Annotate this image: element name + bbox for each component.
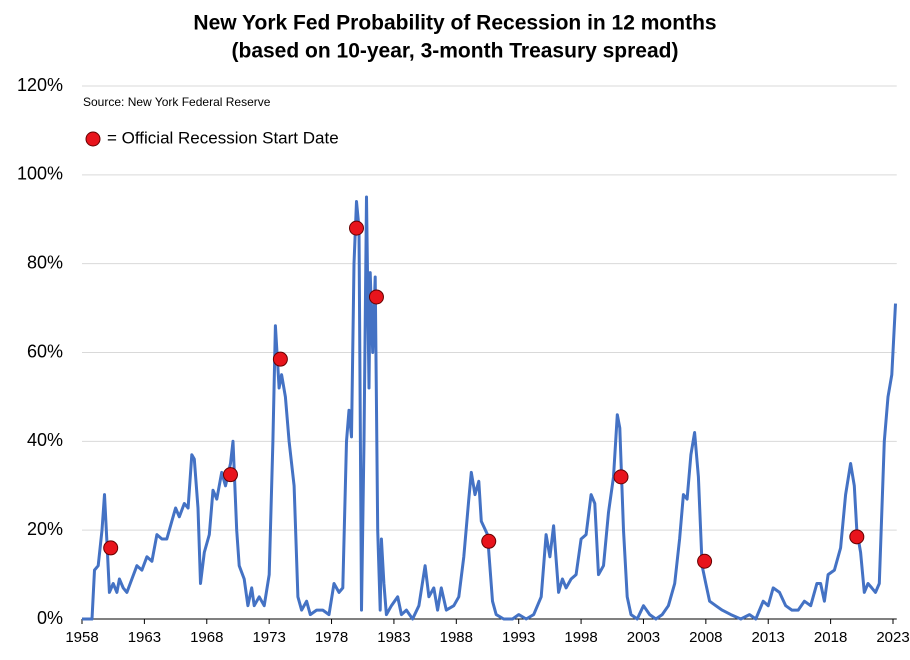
y-tick-label: 20%: [27, 519, 63, 539]
x-tick-label: 2018: [814, 629, 847, 646]
recession-marker: [849, 529, 865, 545]
y-tick-label: 100%: [17, 164, 63, 184]
y-tick-label: 40%: [27, 430, 63, 450]
x-tick-label: 1988: [440, 629, 473, 646]
x-tick-label: 2008: [689, 629, 722, 646]
recession-marker: [368, 289, 384, 305]
legend-label: = Official Recession Start Date: [107, 128, 339, 147]
recession-marker: [697, 553, 713, 569]
x-tick-label: 2023: [876, 629, 909, 646]
legend-marker: [85, 131, 101, 147]
source-note: Source: New York Federal Reserve: [83, 95, 271, 109]
x-tick-label: 1973: [252, 629, 285, 646]
x-tick-label: 1983: [377, 629, 410, 646]
y-tick-label: 80%: [27, 252, 63, 272]
chart-title: New York Fed Probability of Recession in…: [193, 12, 716, 35]
x-tick-label: 1998: [564, 629, 597, 646]
x-tick-label: 2003: [627, 629, 660, 646]
x-tick-label: 1993: [502, 629, 535, 646]
x-tick-label: 1963: [128, 629, 161, 646]
recession-marker: [613, 469, 629, 485]
recession-marker: [481, 533, 497, 549]
recession-marker: [272, 351, 288, 367]
chart-subtitle: (based on 10-year, 3-month Treasury spre…: [232, 40, 679, 63]
x-tick-label: 1968: [190, 629, 223, 646]
line: [82, 195, 897, 621]
y-tick-label: 60%: [27, 341, 63, 361]
x-tick-label: 1978: [315, 629, 348, 646]
y-tick-label: 0%: [37, 608, 63, 628]
recession-marker: [103, 540, 119, 556]
x-tick-label: 2013: [752, 629, 785, 646]
recession-marker: [348, 220, 364, 236]
y-tick-label: 120%: [17, 75, 63, 95]
x-tick-label: 1958: [65, 629, 98, 646]
recession-marker: [222, 467, 238, 483]
